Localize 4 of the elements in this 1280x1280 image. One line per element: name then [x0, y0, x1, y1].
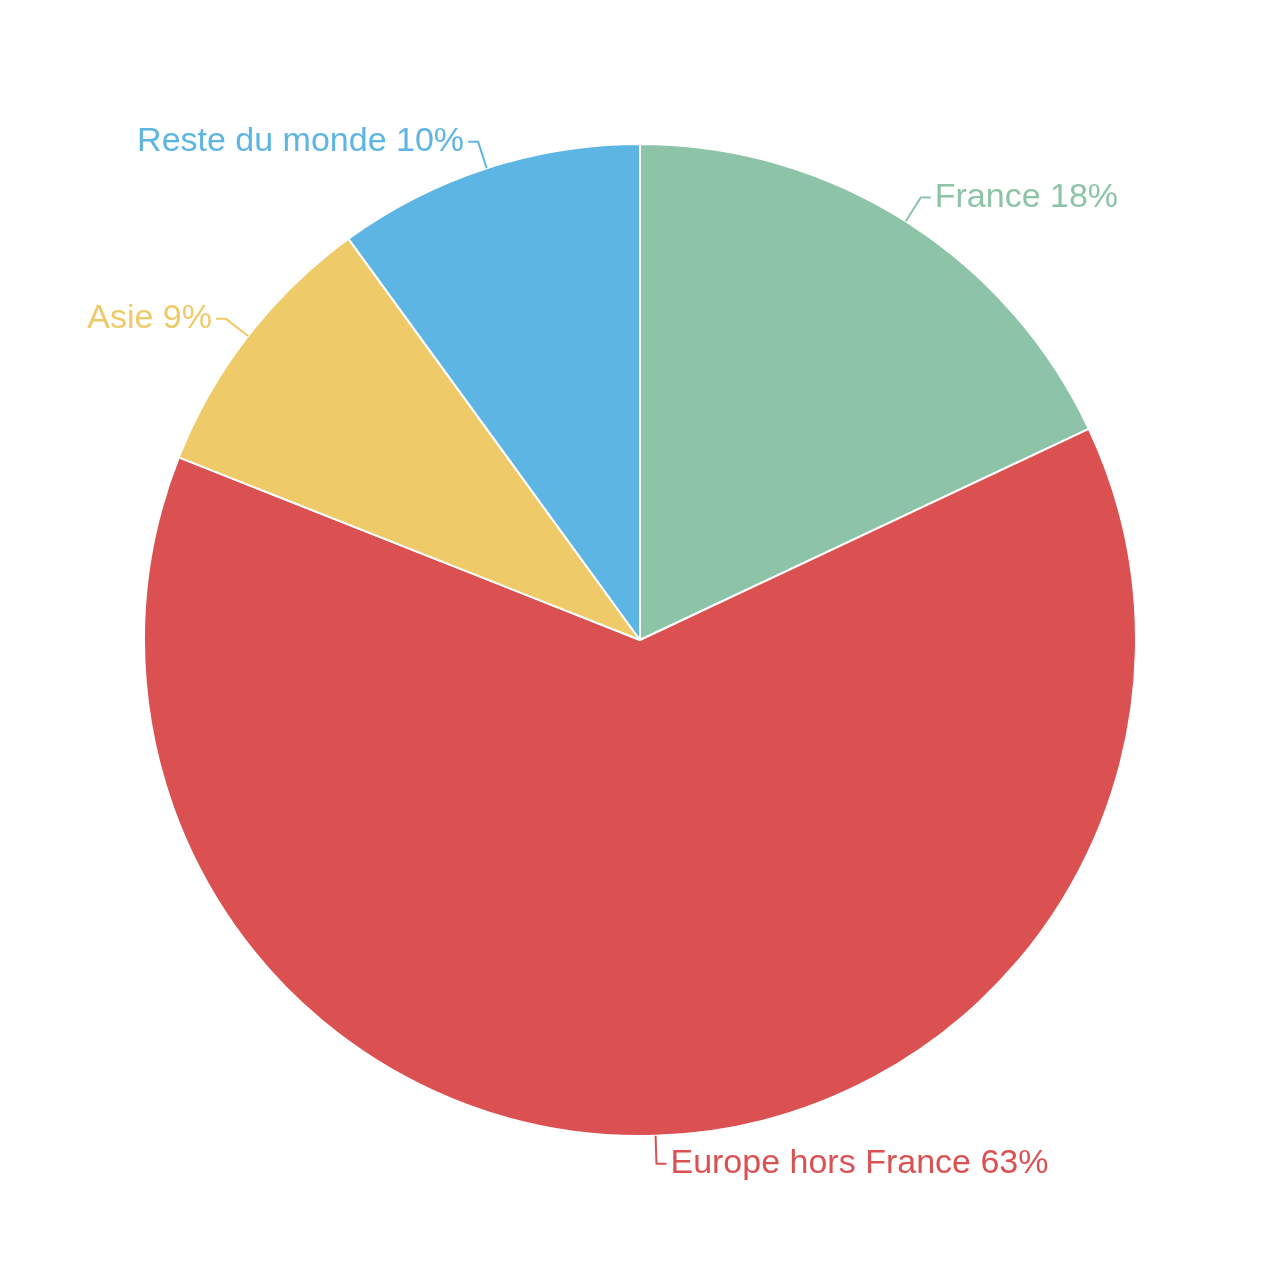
slice-label: Europe hors France 63%	[670, 1142, 1049, 1181]
slice-label: France 18%	[934, 175, 1119, 214]
slice-label: Asie 9%	[87, 297, 212, 336]
slice-label: Reste du monde 10%	[137, 120, 465, 159]
